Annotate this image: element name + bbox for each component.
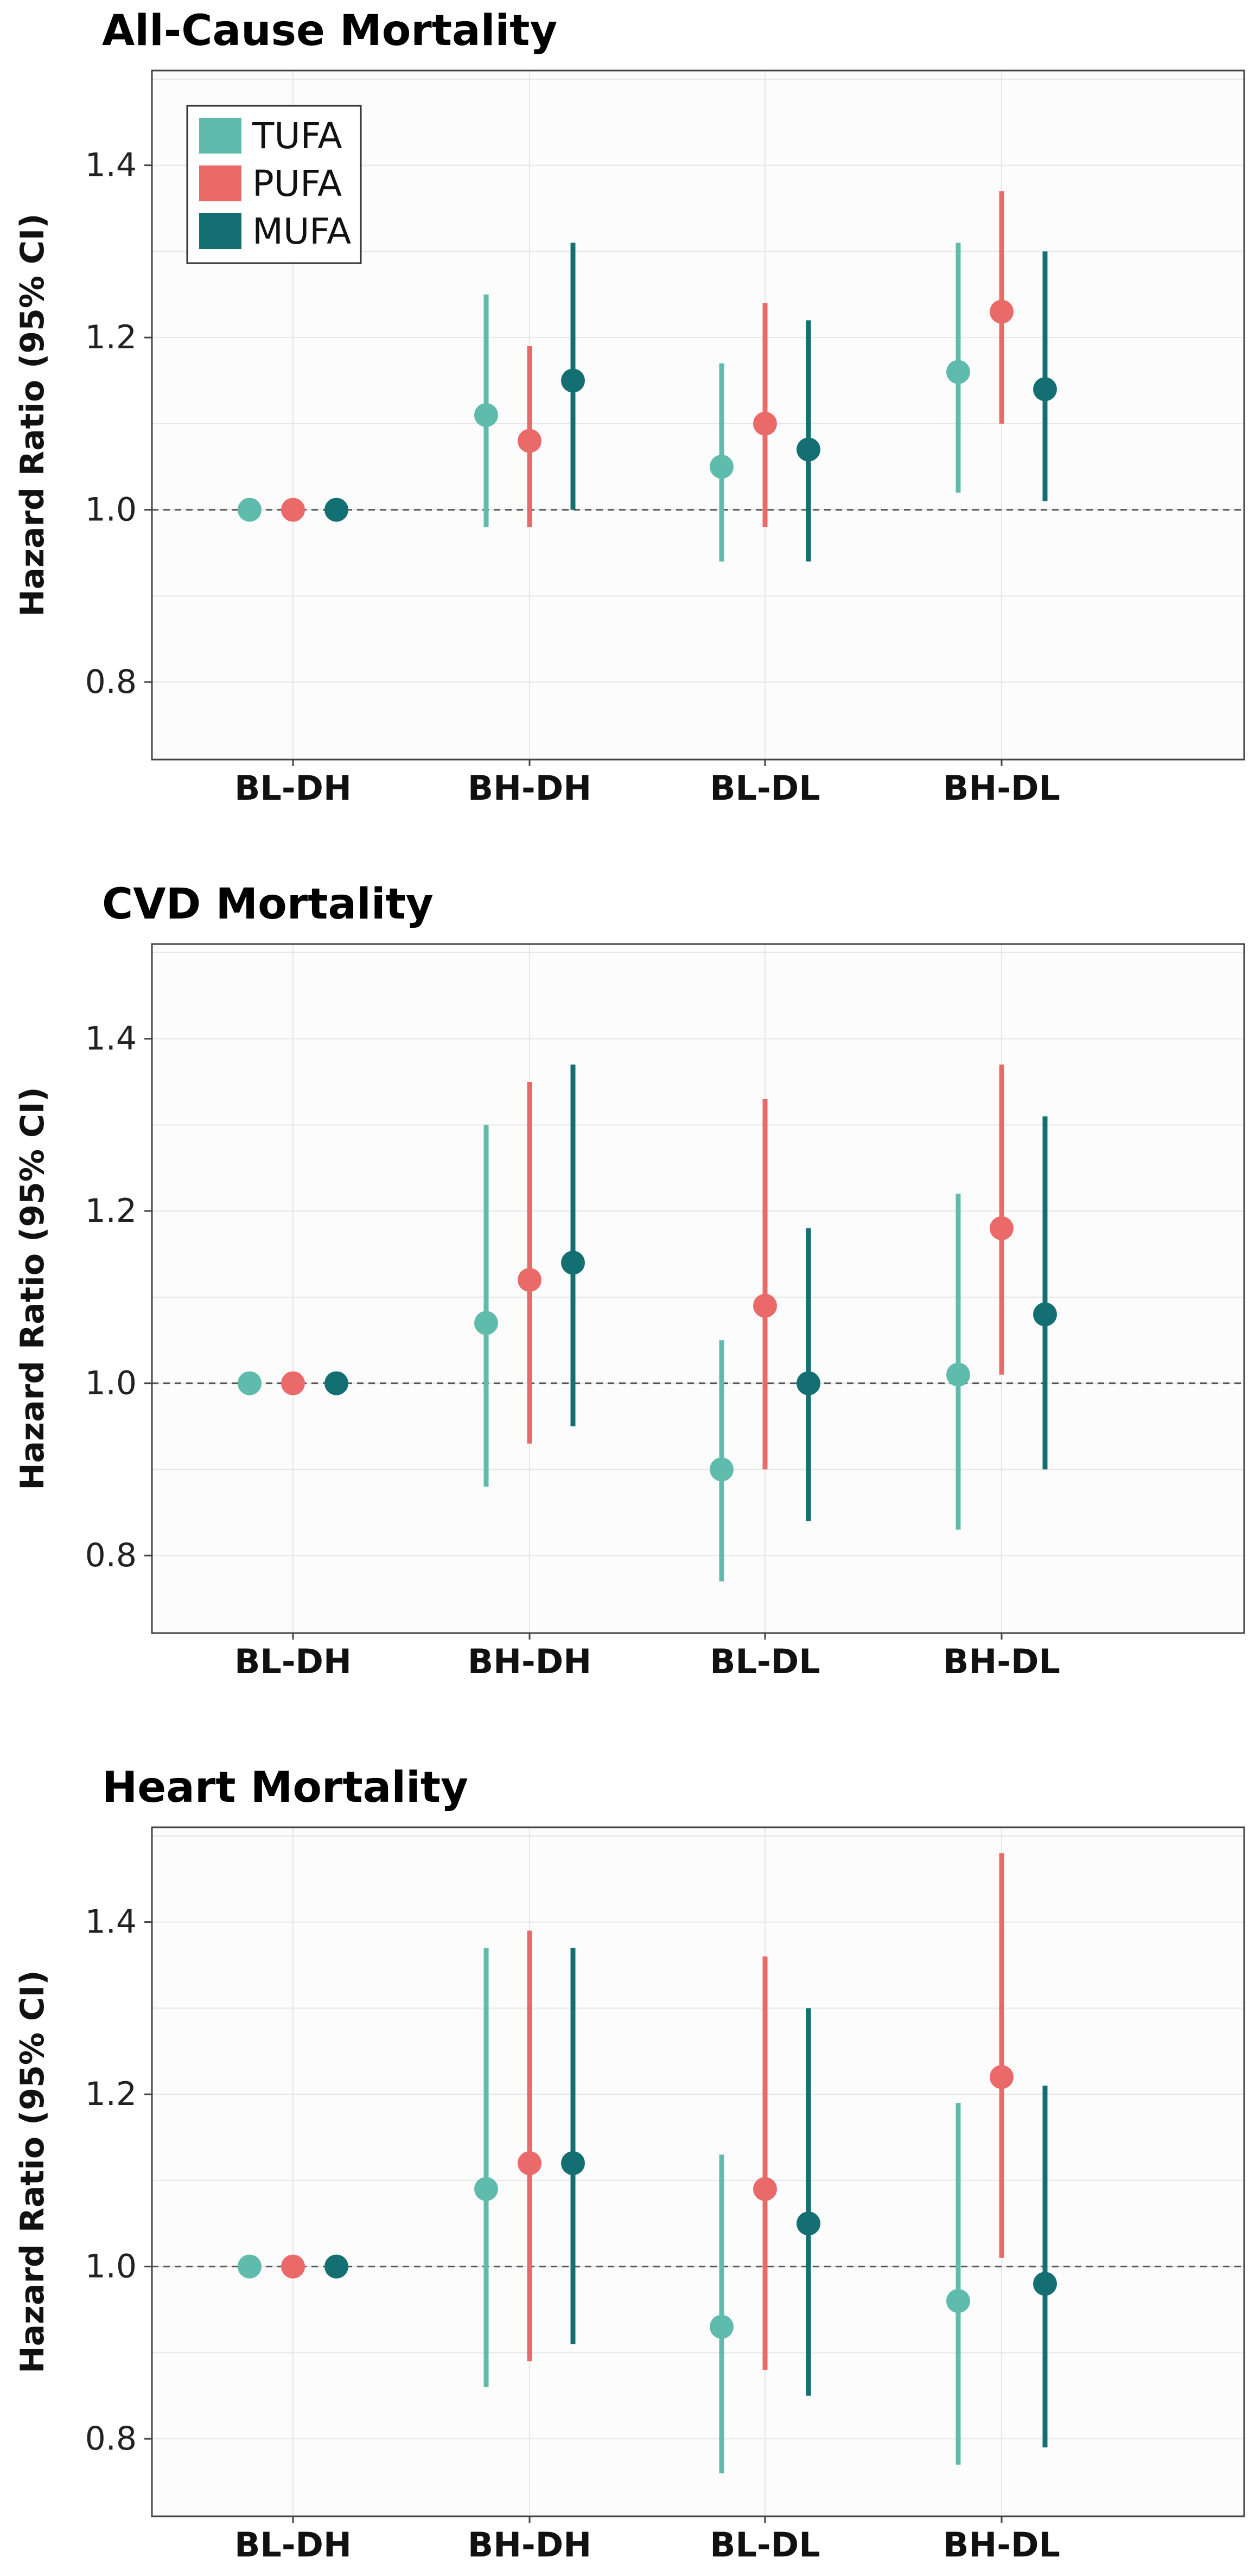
point-mufa	[797, 437, 820, 462]
point-tufa	[474, 403, 498, 427]
point-pufa	[281, 2254, 305, 2279]
y-tick-label: 0.8	[85, 663, 137, 701]
x-tick-label: BL-DH	[234, 2525, 352, 2565]
legend-swatch-tufa	[199, 118, 241, 154]
panel-title: CVD Mortality	[102, 880, 434, 929]
point-tufa	[710, 1457, 734, 1482]
x-tick-label: BH-DL	[943, 768, 1060, 808]
y-tick-label: 1.4	[85, 146, 137, 184]
y-tick-label: 1.0	[85, 1364, 137, 1402]
point-tufa	[710, 2314, 734, 2339]
legend-swatch-mufa	[199, 213, 241, 249]
point-mufa	[324, 498, 348, 522]
point-pufa	[518, 1268, 542, 1292]
point-pufa	[753, 2177, 777, 2201]
chart-all-cause: 0.8 1.0 1.2 1.4 Hazard Ratio (95% CI) BL-DH BH…	[14, 69, 1245, 808]
legend-swatch-pufa	[199, 165, 241, 201]
point-pufa	[990, 299, 1014, 324]
legend-label-pufa: PUFA	[252, 163, 342, 205]
point-tufa	[238, 1371, 262, 1395]
point-pufa	[753, 411, 777, 436]
point-mufa	[324, 1371, 348, 1395]
point-pufa	[753, 1293, 777, 1318]
legend-label-mufa: MUFA	[252, 211, 351, 252]
panel-title: All-Cause Mortality	[102, 7, 558, 55]
point-tufa	[946, 2289, 970, 2313]
legend-label-tufa: TUFA	[252, 115, 342, 157]
point-mufa	[1033, 377, 1057, 401]
point-tufa	[474, 2177, 498, 2201]
panel-all-cause: All-Cause Mortality 0.8 1.0 1.2 1.4 Hazard R…	[0, 0, 1255, 857]
x-tick-label: BH-DL	[943, 2525, 1060, 2565]
x-tick-label: BL-DL	[710, 2525, 820, 2565]
x-tick-label: BL-DL	[710, 1642, 820, 1681]
point-mufa	[1033, 2272, 1057, 2296]
panel-cvd: CVD Mortality 0.8 1.0 1.2 1.4 Hazard Ratio (…	[0, 873, 1255, 1731]
point-mufa	[561, 368, 585, 393]
y-axis-label: Hazard Ratio (95% CI)	[14, 213, 52, 616]
y-tick-label: 1.2	[85, 2075, 137, 2113]
point-pufa	[518, 2151, 542, 2176]
point-pufa	[990, 1216, 1014, 1240]
point-pufa	[281, 498, 305, 522]
y-tick-label: 1.2	[85, 318, 137, 356]
x-tick-label: BL-DL	[710, 768, 820, 808]
y-axis-label: Hazard Ratio (95% CI)	[14, 1087, 52, 1490]
chart-cvd: 0.8 1.0 1.2 1.4 Hazard Ratio (95% CI) BL-DH BH…	[14, 943, 1245, 1681]
plot-area	[152, 944, 1244, 1633]
point-mufa	[797, 1371, 820, 1395]
point-pufa	[990, 2065, 1014, 2089]
point-tufa	[946, 1362, 970, 1387]
y-tick-label: 1.0	[85, 491, 137, 529]
point-pufa	[518, 429, 542, 453]
point-tufa	[710, 455, 734, 479]
point-mufa	[324, 2254, 348, 2279]
point-tufa	[946, 360, 970, 384]
plot-frame	[151, 1826, 1245, 2517]
point-mufa	[561, 1251, 585, 1275]
point-tufa	[238, 2254, 262, 2279]
plot-frame	[151, 943, 1245, 1634]
point-pufa	[281, 1371, 305, 1395]
panel-title: Heart Mortality	[102, 1763, 468, 1812]
plot-area	[152, 1827, 1244, 2516]
point-mufa	[797, 2211, 820, 2236]
chart-heart: 0.8 1.0 1.2 1.4 Hazard Ratio (95% CI) BL-DH BH…	[14, 1826, 1245, 2565]
point-mufa	[1033, 1302, 1057, 1327]
x-tick-label: BL-DH	[234, 1642, 352, 1681]
x-tick-label: BH-DH	[468, 2525, 591, 2565]
y-tick-label: 0.8	[85, 1536, 137, 1574]
x-tick-label: BH-DH	[468, 1642, 591, 1681]
x-tick-label: BH-DL	[943, 1642, 1060, 1681]
y-tick-label: 1.2	[85, 1192, 137, 1230]
plot-frame	[151, 69, 1245, 761]
point-tufa	[474, 1311, 498, 1335]
y-tick-label: 1.4	[85, 1020, 137, 1058]
x-tick-label: BH-DH	[468, 768, 591, 808]
panel-heart: Heart Mortality 0.8 1.0 1.2 1.4 Hazard Ratio…	[0, 1757, 1255, 2576]
y-tick-label: 0.8	[85, 2420, 137, 2458]
y-axis-label: Hazard Ratio (95% CI)	[14, 1970, 52, 2373]
x-tick-label: BL-DH	[234, 768, 352, 808]
y-tick-label: 1.0	[85, 2248, 137, 2286]
point-mufa	[561, 2151, 585, 2176]
point-tufa	[238, 498, 262, 522]
y-tick-label: 1.4	[85, 1903, 137, 1941]
